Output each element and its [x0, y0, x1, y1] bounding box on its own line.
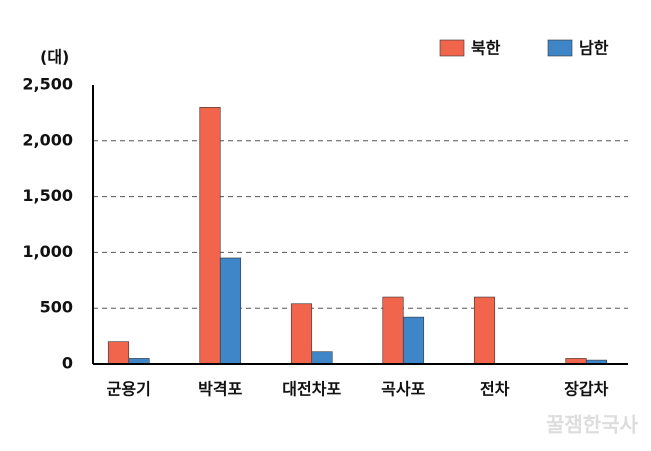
- y-tick-label: 0: [62, 354, 73, 373]
- bar: [219, 257, 242, 365]
- x-tick-label: 대전차포: [282, 380, 341, 399]
- bar: [382, 296, 404, 365]
- x-tick-label: 군용기: [107, 380, 151, 399]
- watermark: 꿀잼한국사: [546, 413, 639, 437]
- bar: [199, 107, 221, 365]
- y-tick-label: 2,000: [22, 130, 73, 149]
- bar: [107, 341, 130, 365]
- x-tick-label: 곡사포: [381, 380, 425, 399]
- y-tick-label: 500: [40, 298, 73, 317]
- bar: [473, 296, 496, 365]
- y-tick-label: 1,000: [22, 242, 73, 261]
- bar: [311, 351, 333, 365]
- x-tick-label: 전차: [480, 380, 510, 399]
- legend-swatch: [547, 39, 573, 57]
- legend-swatch: [439, 39, 465, 57]
- bar: [402, 316, 425, 365]
- x-tick-label: 장갑차: [564, 380, 608, 399]
- x-tick-label: 박격포: [198, 380, 242, 399]
- legend-label: 남한: [579, 39, 609, 58]
- legend-label: 북한: [471, 39, 501, 58]
- bar: [290, 303, 313, 365]
- y-axis-label: (대): [40, 48, 69, 67]
- y-tick-label: 1,500: [22, 186, 73, 205]
- y-tick-label: 2,500: [22, 75, 73, 94]
